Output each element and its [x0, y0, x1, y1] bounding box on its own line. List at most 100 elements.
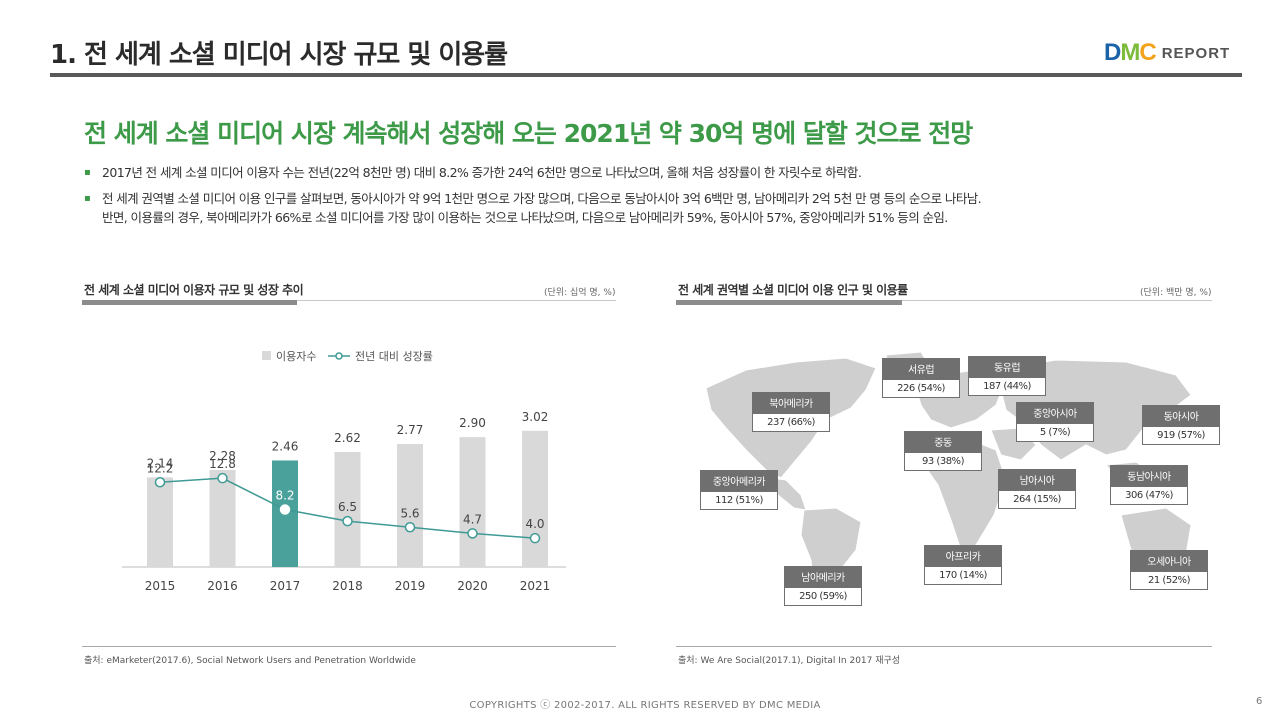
- x-tick-label: 2021: [520, 579, 551, 593]
- right-panel-rule: [676, 300, 1212, 301]
- region-label: 북아메리카 237 (66%): [752, 392, 830, 432]
- bar-value-label: 2.62: [334, 431, 361, 445]
- region-label: 서유럽 226 (54%): [882, 358, 960, 398]
- logo-letter-d: D: [1104, 39, 1121, 66]
- region-label: 아프리카 170 (14%): [924, 545, 1002, 585]
- bullet-marker: ▪: [84, 167, 91, 178]
- region-value: 237 (66%): [752, 413, 830, 432]
- region-name: 서유럽: [882, 358, 960, 379]
- summary-bullets: ▪ 2017년 전 세계 소셜 미디어 이용자 수는 전년(22억 8천만 명)…: [84, 163, 1234, 234]
- right-panel-rule-accent: [676, 300, 902, 305]
- region-value: 21 (52%): [1130, 571, 1208, 590]
- dmc-report-logo: D M C REPORT: [1104, 39, 1231, 66]
- region-value: 5 (7%): [1016, 423, 1094, 442]
- growth-rate-label: 4.0: [525, 517, 544, 531]
- region-value: 226 (54%): [882, 379, 960, 398]
- region-name: 중동: [904, 431, 982, 452]
- region-label: 동유럽 187 (44%): [968, 356, 1046, 396]
- region-name: 남아시아: [998, 469, 1076, 490]
- growth-rate-point: [279, 504, 291, 515]
- left-panel-rule: [82, 300, 616, 301]
- bullet-text: 2017년 전 세계 소셜 미디어 이용자 수는 전년(22억 8천만 명) 대…: [102, 165, 862, 180]
- bullet-marker: ▪: [84, 193, 91, 204]
- region-name: 동유럽: [968, 356, 1046, 377]
- bar-value-label: 3.02: [522, 410, 549, 424]
- title-divider: [50, 73, 1242, 77]
- left-panel-rule-accent: [82, 300, 297, 305]
- growth-rate-point: [154, 477, 166, 488]
- user-growth-chart: 이용자수 전년 대비 성장률 2.14 2015 2.28 2016 2.46 2017 2.6…: [122, 350, 566, 593]
- bullet-text: 반면, 이용률의 경우, 북아메리카가 66%로 소셜 미디어를 가장 많이 이…: [102, 210, 948, 225]
- x-tick-label: 2017: [270, 579, 301, 593]
- bar-2019: [397, 444, 423, 567]
- page-number: 6: [1256, 696, 1263, 707]
- legend-line-label: 전년 대비 성장률: [355, 350, 433, 363]
- region-value: 93 (38%): [904, 452, 982, 471]
- growth-rate-label: 12.8: [209, 457, 236, 471]
- left-panel-unit: (단위: 십억 명, %): [544, 288, 616, 298]
- growth-rate-label: 4.7: [463, 512, 482, 526]
- bar-value-label: 2.14: [147, 456, 174, 470]
- bar-value-label: 2.77: [397, 423, 424, 437]
- region-value: 306 (47%): [1110, 486, 1188, 505]
- region-value: 919 (57%): [1142, 426, 1220, 445]
- left-panel-title: 전 세계 소셜 미디어 이용자 규모 및 성장 추이: [84, 283, 304, 297]
- growth-rate-label: 5.6: [400, 506, 419, 520]
- region-name: 동아시아: [1142, 405, 1220, 426]
- region-label: 동남아시아 306 (47%): [1110, 465, 1188, 505]
- x-tick-label: 2016: [207, 579, 238, 593]
- left-panel-bottom-rule: [82, 646, 616, 647]
- region-label: 오세아니아 21 (52%): [1130, 550, 1208, 590]
- bar-2018: [334, 451, 361, 567]
- legend-bar-label: 이용자수: [276, 350, 316, 363]
- region-value: 250 (59%): [784, 587, 862, 606]
- headline: 전 세계 소셜 미디어 시장 계속해서 성장해 오는 2021년 약 30억 명…: [84, 119, 973, 148]
- region-value: 112 (51%): [700, 491, 778, 510]
- right-panel-title: 전 세계 권역별 소셜 미디어 이용 인구 및 이용률: [678, 283, 908, 297]
- growth-rate-point: [217, 472, 228, 484]
- legend-bar-swatch: [262, 351, 271, 360]
- legend-line-marker: [335, 352, 343, 360]
- bar-value-label: 2.90: [459, 416, 486, 430]
- region-value: 187 (44%): [968, 377, 1046, 396]
- x-tick-label: 2020: [457, 579, 488, 593]
- bar-value-label: 2.46: [272, 439, 299, 453]
- region-name: 동남아시아: [1110, 465, 1188, 486]
- region-label: 동아시아 919 (57%): [1142, 405, 1220, 445]
- region-label: 중앙아메리카 112 (51%): [700, 470, 778, 510]
- right-panel-bottom-rule: [676, 646, 1212, 647]
- growth-rate-label: 8.2: [275, 489, 294, 503]
- bullet-item: ▪ 전 세계 권역별 소셜 미디어 이용 인구를 살펴보면, 동아시아가 약 9…: [84, 189, 1234, 227]
- region-label: 남아시아 264 (15%): [998, 469, 1076, 509]
- x-tick-label: 2018: [332, 579, 363, 593]
- bar-value-label: 2.28: [209, 449, 236, 463]
- logo-report-text: REPORT: [1161, 44, 1231, 62]
- growth-rate-label: 6.5: [338, 500, 357, 514]
- region-value: 170 (14%): [924, 566, 1002, 585]
- growth-rate-point: [529, 532, 541, 544]
- region-name: 중앙아메리카: [700, 470, 778, 491]
- region-label: 남아메리카 250 (59%): [784, 566, 862, 606]
- growth-rate-label: 12.2: [147, 461, 174, 475]
- right-panel-source: 출처: We Are Social(2017.1), Digital In 20…: [678, 656, 901, 666]
- right-panel-unit: (단위: 백만 명, %): [1140, 288, 1212, 298]
- left-panel-source: 출처: eMarketer(2017.6), Social Network Us…: [84, 656, 416, 666]
- region-name: 중앙아시아: [1016, 402, 1094, 423]
- region-label: 중동 93 (38%): [904, 431, 982, 471]
- bullet-text: 전 세계 권역별 소셜 미디어 이용 인구를 살펴보면, 동아시아가 약 9억 …: [102, 191, 982, 206]
- region-name: 북아메리카: [752, 392, 830, 413]
- region-name: 오세아니아: [1130, 550, 1208, 571]
- page-title: 1. 전 세계 소셜 미디어 시장 규모 및 이용률: [50, 40, 508, 70]
- bar-2015: [147, 477, 173, 567]
- growth-rate-point: [342, 515, 353, 527]
- x-tick-label: 2019: [395, 579, 426, 593]
- growth-rate-point: [404, 522, 416, 533]
- logo-letter-m: M: [1120, 39, 1140, 66]
- region-value: 264 (15%): [998, 490, 1076, 509]
- region-label: 중앙아시아 5 (7%): [1016, 402, 1094, 442]
- x-tick-label: 2015: [145, 579, 176, 593]
- region-name: 남아메리카: [784, 566, 862, 587]
- copyright-footer: COPYRIGHTS ⓒ 2002-2017. ALL RIGHTS RESER…: [469, 700, 821, 711]
- bar-2016: [209, 470, 236, 567]
- growth-rate-point: [467, 528, 478, 539]
